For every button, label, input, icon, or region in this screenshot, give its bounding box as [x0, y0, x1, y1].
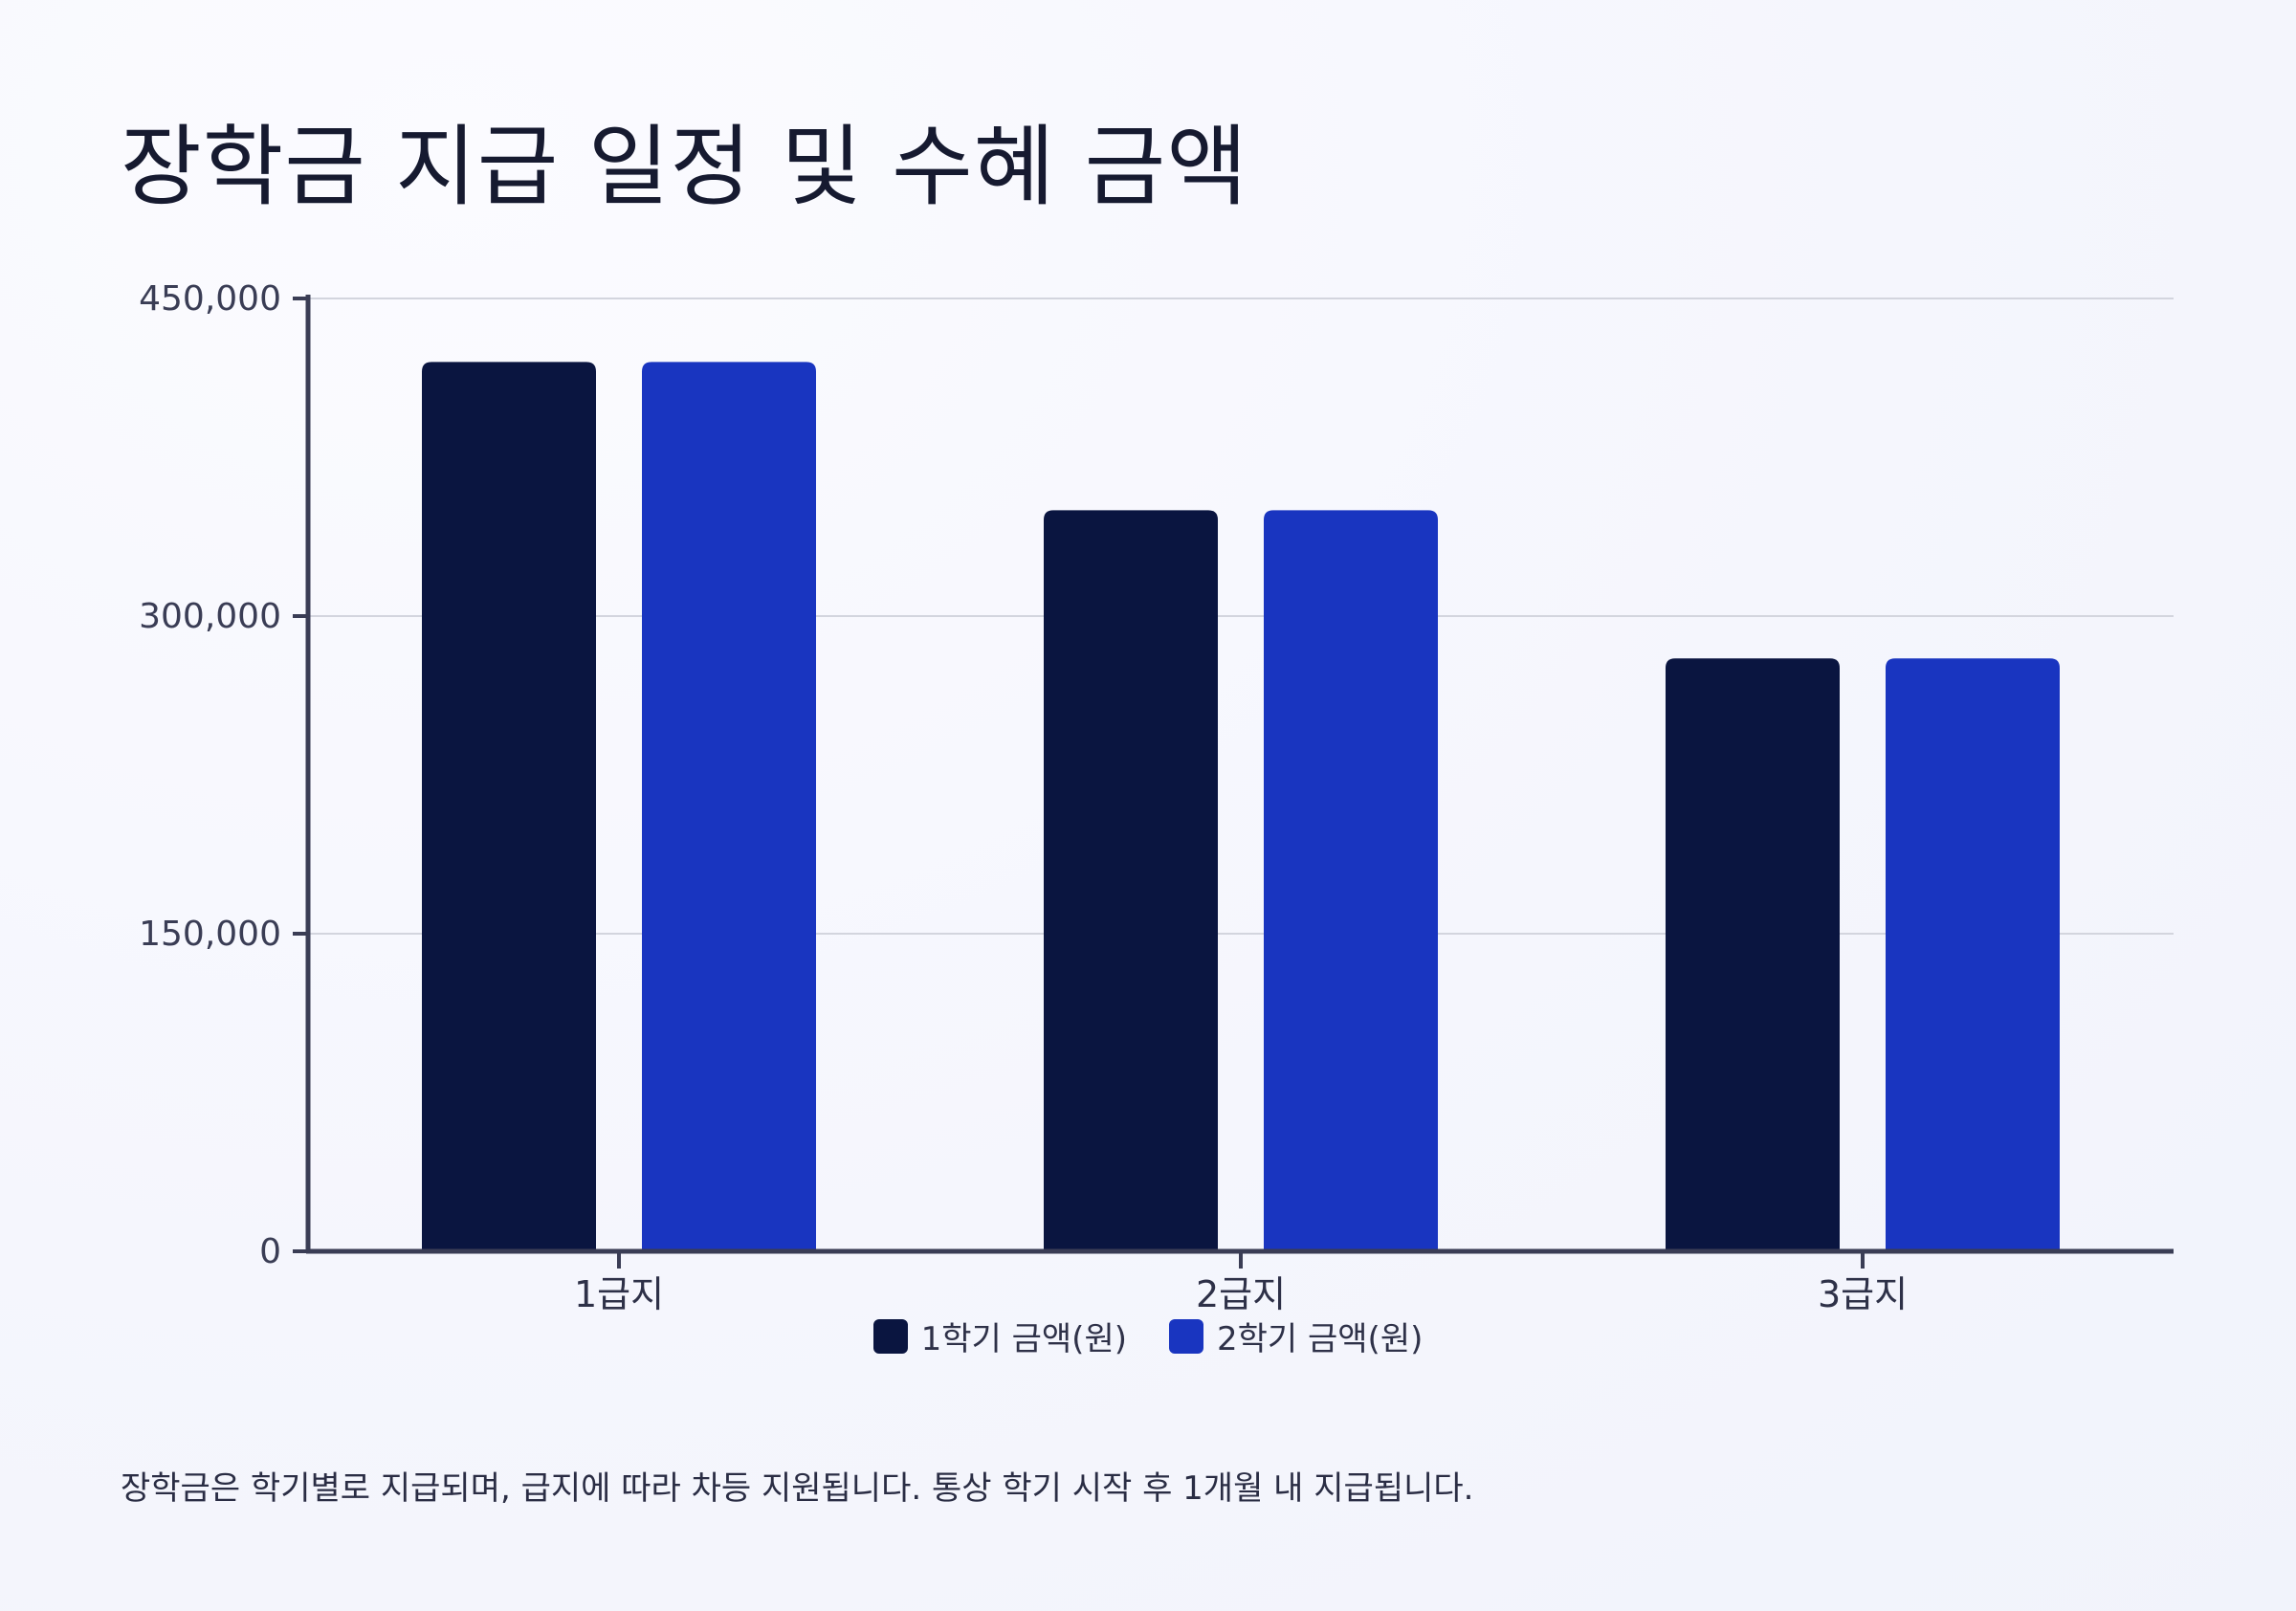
bar-chart: 0 150,000 300,000 450,000 1급지 2급지 3급지 [139, 279, 2174, 1315]
legend-item-series-1: 1학기 금액(원) [872, 1313, 1127, 1359]
legend: 1학기 금액(원) 2학기 금액(원) [0, 1313, 2296, 1359]
bar-series-1-cat-2 [1044, 510, 1218, 1251]
footnote: 장학금은 학기별로 지급되며, 급지에 따라 차등 지원됩니다. 통상 학기 시… [121, 1469, 1474, 1508]
bar-series-1-cat-3 [1666, 658, 1840, 1251]
legend-swatch-series-2 [1169, 1318, 1203, 1354]
legend-swatch-series-1 [872, 1318, 908, 1354]
chart-title: 장학금 지급 일정 및 수혜 금액 [121, 116, 1248, 218]
gridlines [308, 298, 2174, 935]
bar-series-2-cat-2 [1264, 510, 1438, 1251]
x-axis-ticks: 1급지 2급지 3급지 [574, 1251, 1908, 1315]
x-tick-label: 2급지 [1196, 1273, 1286, 1315]
y-tick-label: 150,000 [139, 915, 281, 954]
y-axis-ticks: 0 150,000 300,000 450,000 [139, 279, 308, 1271]
x-tick-label: 1급지 [574, 1273, 664, 1315]
y-tick-label: 450,000 [139, 279, 281, 319]
y-tick-label: 0 [259, 1232, 281, 1271]
bar-series-1-cat-1 [422, 362, 596, 1251]
legend-label-series-2: 2학기 금액(원) [1217, 1320, 1424, 1358]
y-tick-label: 300,000 [139, 597, 281, 636]
legend-label-series-1: 1학기 금액(원) [920, 1320, 1127, 1358]
bar-series-2-cat-3 [1886, 658, 2060, 1251]
x-tick-label: 3급지 [1818, 1273, 1908, 1315]
bar-series-2-cat-1 [642, 362, 816, 1251]
legend-item-series-2: 2학기 금액(원) [1169, 1313, 1423, 1359]
bars [422, 362, 2060, 1251]
